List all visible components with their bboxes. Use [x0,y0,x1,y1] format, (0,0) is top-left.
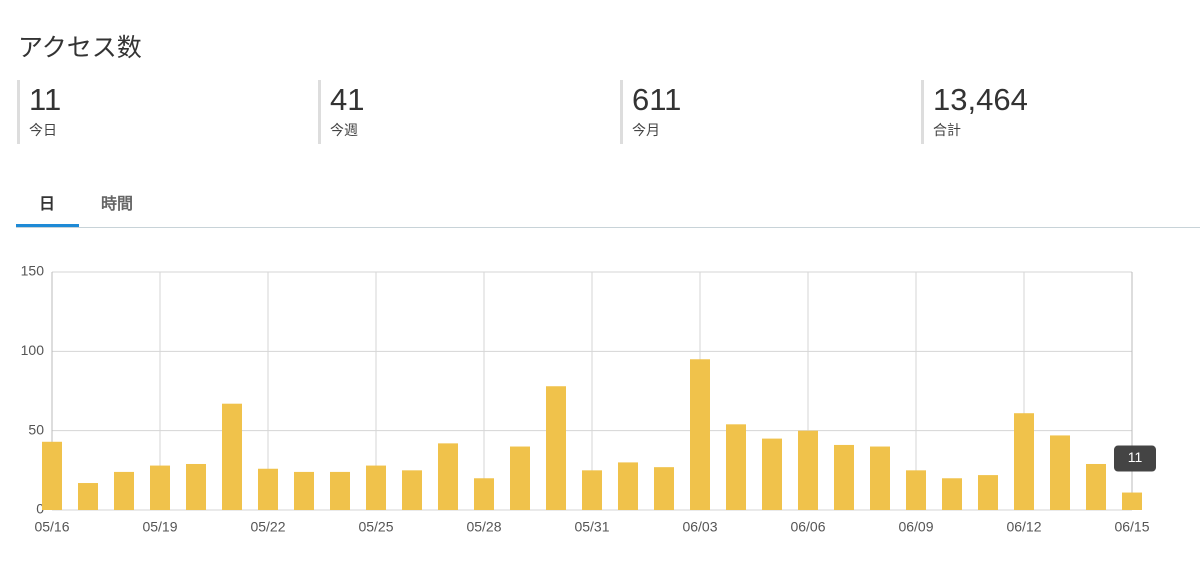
bar [150,465,170,510]
bar [1122,492,1142,510]
bar [762,438,782,510]
tab-bar: 日 時間 [16,180,1200,228]
bar [1086,463,1106,510]
stat-value: 13,464 [933,82,1028,117]
stat-label: 今日 [29,122,57,138]
tooltip [1114,445,1156,472]
bar [510,446,530,510]
tooltip-label: 11 [1128,449,1143,465]
y-tick-label: 50 [28,421,44,437]
bar [1050,435,1070,510]
bar [618,462,638,510]
bar [366,465,386,510]
bar [582,470,602,510]
x-tick-label: 05/25 [358,519,393,535]
bar [1014,413,1034,510]
x-tick-label: 06/12 [1006,519,1041,535]
bar [114,471,134,510]
y-tick-label: 150 [21,263,45,279]
stat-value: 611 [632,82,682,117]
page-title: アクセス数 [18,34,142,62]
x-tick-label: 05/31 [574,519,609,535]
chart: 0 50 100 150 05/16 05/19 05/22 05/25 05/28 05/31 0… [21,263,1156,535]
stat-value: 11 [29,82,62,117]
bar [906,470,926,510]
bar [474,478,494,510]
x-tick-label: 05/19 [142,519,177,535]
bar [942,478,962,510]
stat: 11 今日 [17,80,61,144]
bar [294,471,314,510]
bar [798,430,818,510]
bar [42,441,62,510]
bar [186,463,206,510]
bar [834,444,854,510]
bar [870,446,890,510]
tab[interactable]: 時間 [101,196,134,213]
bar [690,359,710,510]
bar [330,471,350,510]
x-tick-label: 06/09 [898,519,933,535]
stat: 611 今月 [620,80,681,144]
tab[interactable]: 日 [39,196,56,213]
bar [78,483,98,510]
bar [726,424,746,510]
tab-indicator [16,224,79,227]
bar [222,403,242,510]
x-tick-label: 06/03 [682,519,717,535]
x-tick-label: 06/06 [790,519,825,535]
y-tick-label: 100 [21,342,45,358]
bar [546,386,566,510]
x-tick-label: 05/16 [34,519,69,535]
bar [402,470,422,510]
x-tick-label: 06/15 [1114,519,1149,535]
bar [438,443,458,510]
stat-value: 41 [330,82,365,117]
y-tick-label: 0 [36,501,44,517]
stat-label: 今週 [330,122,358,138]
x-tick-label: 05/22 [250,519,285,535]
bar [978,475,998,510]
bar [654,467,674,510]
stat-label: 今月 [632,122,660,138]
stat: 13,464 合計 [921,80,1028,144]
x-tick-label: 05/28 [466,519,501,535]
stat: 41 今週 [318,80,364,144]
stat-label: 合計 [933,122,961,138]
bar [258,468,278,510]
